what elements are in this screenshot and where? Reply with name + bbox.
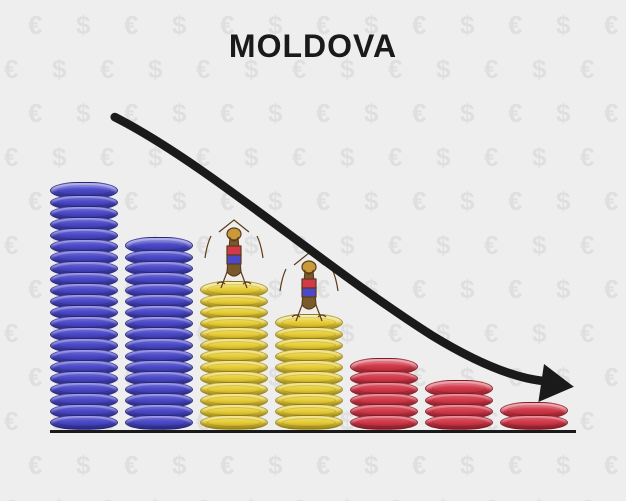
currency-symbol: $	[340, 494, 354, 501]
currency-symbol: €	[196, 494, 210, 501]
coin-stack	[275, 318, 343, 430]
coin	[500, 415, 568, 430]
currency-symbol: €	[292, 494, 306, 501]
currency-symbol: €	[388, 494, 402, 501]
coin-stack	[425, 384, 493, 430]
coin	[125, 415, 193, 430]
coin	[200, 415, 268, 430]
coin	[350, 415, 418, 430]
currency-symbol: €	[580, 318, 594, 349]
currency-symbol: €	[28, 362, 42, 393]
currency-symbol: $	[532, 494, 546, 501]
currency-symbol: €	[4, 142, 18, 173]
currency-symbol: €	[484, 494, 498, 501]
currency-symbol: €	[580, 230, 594, 261]
coin-stack	[50, 186, 118, 430]
currency-symbol: €	[604, 186, 618, 217]
currency-symbol: €	[4, 318, 18, 349]
coin-stack	[125, 241, 193, 430]
currency-symbol: €	[604, 362, 618, 393]
currency-symbol: €	[124, 450, 138, 481]
currency-symbol: €	[4, 494, 18, 501]
currency-symbol: $	[556, 450, 570, 481]
currency-symbol: €	[28, 450, 42, 481]
currency-symbol: $	[268, 450, 282, 481]
currency-symbol: €	[508, 450, 522, 481]
currency-symbol: €	[28, 186, 42, 217]
coin-stack	[350, 362, 418, 430]
currency-symbol: €	[4, 406, 18, 437]
currency-symbol: $	[148, 494, 162, 501]
currency-symbol: €	[412, 450, 426, 481]
currency-symbol: $	[76, 450, 90, 481]
currency-symbol: €	[604, 98, 618, 129]
currency-symbol: €	[28, 98, 42, 129]
currency-symbol: $	[172, 450, 186, 481]
coin	[50, 415, 118, 430]
currency-symbol: $	[244, 494, 258, 501]
coin-stack	[500, 406, 568, 430]
coin	[425, 415, 493, 430]
currency-symbol: $	[52, 494, 66, 501]
currency-symbol: €	[580, 142, 594, 173]
currency-symbol: €	[4, 230, 18, 261]
currency-symbol: €	[580, 406, 594, 437]
currency-symbol: €	[580, 494, 594, 501]
coin-stack	[200, 285, 268, 430]
currency-symbol: €	[220, 450, 234, 481]
chart-title: MOLDOVA	[0, 28, 626, 65]
currency-symbol: $	[436, 494, 450, 501]
currency-symbol: $	[364, 450, 378, 481]
currency-symbol: €	[28, 274, 42, 305]
chart-baseline	[50, 430, 576, 433]
currency-symbol: €	[604, 450, 618, 481]
coin	[275, 415, 343, 430]
currency-symbol: €	[100, 494, 114, 501]
currency-symbol: €	[604, 274, 618, 305]
coin-stack-chart	[50, 93, 576, 433]
currency-symbol: $	[460, 450, 474, 481]
currency-symbol: €	[316, 450, 330, 481]
